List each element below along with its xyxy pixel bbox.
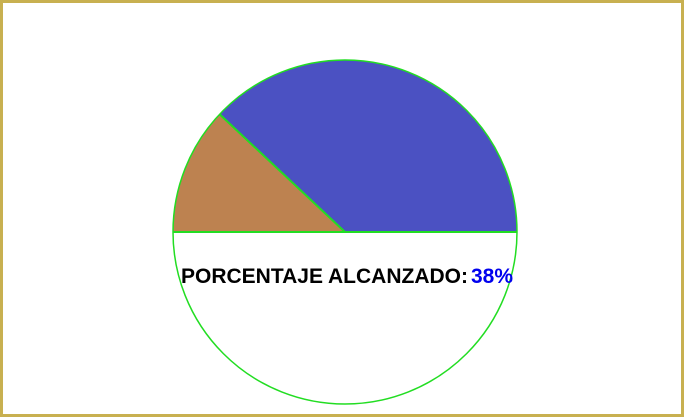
pie-dividers [173, 113, 517, 233]
percentage-value: 38% [471, 265, 514, 288]
percentage-label-row: PORCENTAJE ALCANZADO: 38% [181, 265, 513, 289]
pie-divider-2 [218, 113, 346, 233]
pie-slice-1 [219, 60, 517, 232]
pie-slice-2 [173, 114, 345, 232]
pie-outline [172, 59, 518, 405]
pie-slice-3 [173, 232, 517, 404]
pie-slices [173, 60, 517, 404]
percentage-label: PORCENTAJE ALCANZADO: [181, 265, 468, 288]
pie-chart [172, 59, 518, 405]
